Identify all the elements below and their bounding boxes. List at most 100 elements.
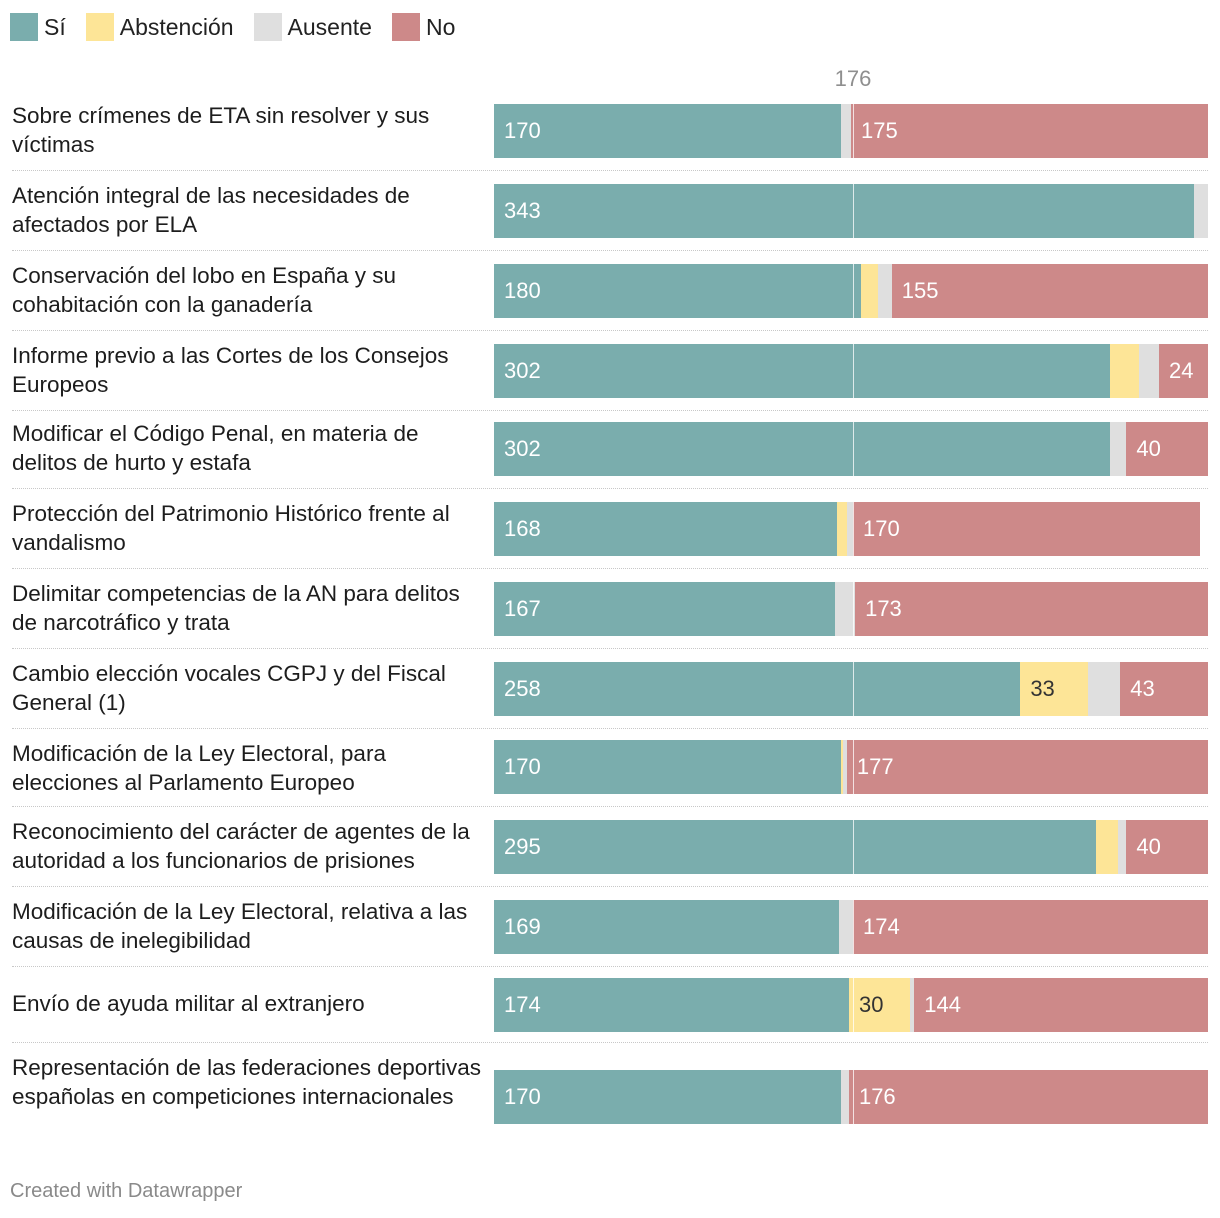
row-label: Sobre crímenes de ETA sin resolver y sus… [12,103,430,157]
value-label-no: 177 [856,754,894,779]
row-label: Cambio elección vocales CGPJ y del Fisca… [12,661,446,715]
legend-item-si: Sí [10,13,66,41]
bar-segment-aus [838,900,854,954]
row-divider [12,966,1208,967]
bar-segment-si [494,662,1021,716]
value-label-abst: 33 [1030,676,1055,701]
bar-segment-aus [840,1070,849,1124]
legend-swatch-abstencion [85,13,114,41]
bar-segment-abst [840,740,843,794]
bar-segment-abst [848,978,911,1032]
value-label-si: 295 [504,834,541,859]
row-label: Atención integral de las necesidades de … [12,183,410,237]
row-divider [12,410,1208,411]
row-label: Informe previo a las Cortes de los Conse… [12,343,449,397]
bar-segment-no [1159,344,1208,398]
row-label: Envío de ayuda militar al extranjero [12,991,365,1016]
reference-line [852,344,854,398]
legend-swatch-no [391,13,420,41]
row-label: Representación de las federaciones depor… [12,1055,482,1109]
bar-segment-aus [1193,184,1208,238]
row-divider [12,568,1208,569]
value-label-si: 170 [504,754,541,779]
value-label-no: 40 [1136,436,1161,461]
reference-line [852,104,854,158]
bar-row: 170 175 [494,104,1208,158]
value-label-no: 174 [863,914,900,939]
bar-row: 168 170 [494,502,1208,556]
bar-row: 174 30 144 [494,978,1208,1032]
row-label: Modificar el Código Penal, en materia de… [12,421,419,475]
legend-swatch-ausente [253,13,282,41]
value-label-si: 170 [504,118,541,143]
reference-line [852,1070,854,1124]
bar-segment-si [494,502,837,556]
row-divider [12,250,1208,251]
bar-segment-si [494,184,1194,238]
row-label: Conservación del lobo en España y su coh… [12,263,396,317]
reference-line [852,264,854,318]
reference-line [852,662,854,716]
value-label-si: 302 [504,358,541,383]
value-label-si: 170 [504,1084,541,1109]
bar-segment-abst [1095,820,1119,874]
reference-line [852,422,854,476]
bar-segment-aus [1118,820,1127,874]
row-label: Modificación de la Ley Electoral, para e… [12,741,386,795]
reference-line [852,740,854,794]
row-divider [12,488,1208,489]
bar-segment-si [494,978,849,1032]
bar-segment-si [494,820,1096,874]
value-label-si: 302 [504,436,541,461]
bar-row: 302 24 [494,344,1208,398]
bar-row: 343 [494,184,1208,238]
row-label: Delimitar competencias de la AN para del… [12,581,460,635]
value-label-no: 176 [858,1084,896,1109]
bar-segment-no [1126,422,1208,476]
bar-segment-no [846,740,1208,794]
bar-row: 295 40 [494,820,1208,874]
value-label-no: 173 [865,596,902,621]
reference-line [852,582,854,636]
legend-item-ausente: Ausente [253,13,372,41]
row-divider [12,648,1208,649]
bar-segment-no [851,104,1208,158]
bar-segment-no [848,1070,1208,1124]
bar-row: 170 176 [494,1070,1208,1124]
bar-segment-aus [877,264,892,318]
value-label-no: 43 [1130,676,1155,701]
row-divider [12,170,1208,171]
bar-segment-si [494,104,841,158]
bar-segment-si [494,740,841,794]
bar-segment-no [891,264,1208,318]
value-label-no: 175 [861,118,898,143]
bar-segment-abst [1020,662,1088,716]
footer-credit: Created with Datawrapper [10,1180,243,1202]
bar-segment-aus [910,978,915,1032]
legend-item-abstencion: Abstención [85,13,234,41]
bar-segment-no [855,582,1208,636]
bar-segment-no [1120,662,1208,716]
row-divider [12,330,1208,331]
bar-segment-aus [834,582,856,636]
bar-row: 167 173 [494,582,1208,636]
row-divider [12,886,1208,887]
bar-row: 170 177 [494,740,1208,794]
reference-line [852,900,854,954]
value-label-si: 167 [504,596,541,621]
value-label-si: 168 [504,516,541,541]
legend-label-ausente: Ausente [287,13,372,40]
bar-row: 258 33 43 [494,662,1208,716]
row-label: Protección del Patrimonio Histórico fren… [12,501,450,555]
row-divider [12,728,1208,729]
legend-label-no: No [425,13,456,40]
bar-segment-no [853,900,1208,954]
bar-segment-si [494,422,1111,476]
bar-segment-aus [1087,662,1121,716]
bar-segment-no [1126,820,1208,874]
bar-segment-abst [836,502,847,556]
bar-segment-no [914,978,1208,1032]
bar-segment-si [494,264,862,318]
bar-segment-aus [1138,344,1160,398]
reference-line [852,978,854,1032]
